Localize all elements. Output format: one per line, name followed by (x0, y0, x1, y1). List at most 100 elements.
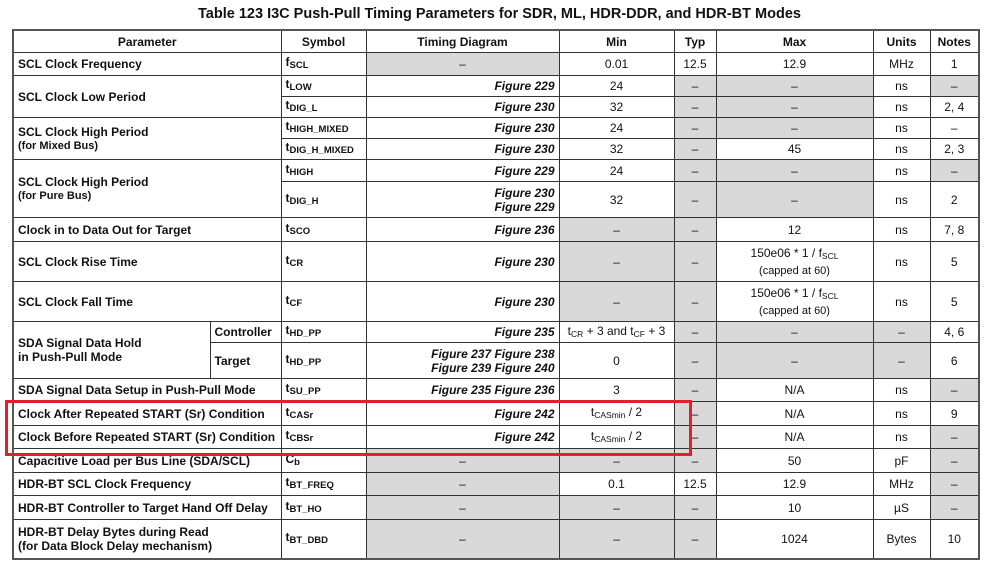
max-cell: – (715, 96, 874, 118)
symbol-base: t (285, 404, 290, 419)
symbol-cell: tCASr (280, 401, 367, 426)
symbol-cell: tSU_PP (280, 378, 367, 402)
timing-cell: Figure 237 Figure 238 Figure 239 Figure 2… (365, 342, 560, 379)
units-cell: ns (872, 138, 931, 160)
cell-text: 150e06 * 1 / f (750, 245, 822, 260)
symbol-subscript: CF (289, 297, 303, 309)
typ-cell: – (673, 96, 717, 118)
parameter-cell: Clock After Repeated START (Sr) Conditio… (12, 401, 282, 426)
notes-cell: – (929, 472, 980, 496)
note-text: (capped at 60) (759, 264, 830, 277)
units-cell: pF (872, 448, 931, 473)
typ-cell: – (673, 425, 717, 449)
subscript: SCL (821, 290, 839, 301)
notes-cell: 4, 6 (929, 321, 980, 343)
role-cell: Controller (209, 321, 282, 343)
symbol-base: f (285, 55, 290, 69)
parameter-name: Clock After Repeated START (Sr) Conditio… (18, 406, 265, 421)
symbol-base: t (285, 475, 290, 489)
parameter-cell: Clock Before Repeated START (Sr) Conditi… (12, 425, 282, 449)
symbol-cell: tDIG_H_MIXED (280, 138, 367, 160)
note-text: (capped at 60) (759, 304, 830, 317)
units-cell: MHz (872, 52, 931, 76)
units-cell: ns (872, 96, 931, 118)
cell-text: Figure 229 (494, 199, 555, 214)
symbol-subscript: CR (289, 257, 304, 269)
typ-cell: – (673, 138, 717, 160)
table-row: Clock in to Data Out for Target tSCO Figur… (12, 217, 980, 242)
max-cell: – (715, 117, 874, 139)
notes-cell: 1 (929, 52, 980, 76)
notes-cell: – (929, 117, 980, 139)
symbol-base: t (285, 351, 290, 366)
min-cell: – (558, 519, 675, 559)
notes-cell: – (929, 159, 980, 182)
parameter-name: SCL Clock Rise Time (18, 254, 138, 269)
timing-cell: Figure 229 (365, 75, 560, 97)
min-cell: tCR + 3 and tCF + 3 (558, 321, 675, 343)
parameter-name: SCL Clock Fall Time (18, 294, 133, 309)
units-cell: ns (872, 181, 931, 218)
min-cell: – (558, 448, 675, 473)
table-row: SCL Clock High Period (for Pure Bus) tHIGH… (12, 159, 980, 218)
symbol-base: t (285, 498, 290, 513)
cell-text: + 3 (644, 323, 666, 338)
cell-text: 150e06 * 1 / f (750, 285, 822, 300)
parameter-name: HDR-BT SCL Clock Frequency (18, 477, 192, 491)
min-cell: 0.01 (558, 52, 675, 76)
symbol-subscript: HIGH (289, 166, 314, 178)
parameter-cell: SCL Clock High Period (for Mixed Bus) (12, 117, 282, 160)
symbol-cell: tSCO (280, 217, 367, 242)
parameter-name: SDA Signal Data Hold (18, 336, 142, 350)
parameter-cell: SCL Clock Rise Time (12, 241, 282, 282)
notes-cell: – (929, 448, 980, 473)
table-row: SDA Signal Data Hold in Push-Pull Mode Con… (12, 321, 980, 379)
min-cell: 3 (558, 378, 675, 402)
symbol-cell: tBT_FREQ (280, 472, 367, 496)
min-cell: 24 (558, 117, 675, 139)
timing-cell: Figure 242 (365, 425, 560, 449)
parameter-name-line2: in Push-Pull Mode (18, 350, 122, 364)
subscript: CASmin (594, 433, 626, 444)
symbol-base: t (285, 252, 290, 267)
subscript: CR (570, 328, 584, 339)
symbol-cell: tDIG_H (280, 181, 367, 218)
parameter-cell: SCL Clock Fall Time (12, 281, 282, 322)
table-row: SCL Clock Frequency fSCL –0.01 12.5 12.9 MHz 1 (12, 52, 980, 76)
typ-cell: – (673, 448, 717, 473)
typ-cell: – (673, 342, 717, 379)
cell-text: t (590, 405, 595, 419)
timing-cell: – (365, 472, 560, 496)
symbol-cell: tDIG_L (280, 96, 367, 118)
parameter-name: SDA Signal Data Setup in Push-Pull Mode (18, 383, 256, 397)
notes-cell: – (929, 378, 980, 402)
parameter-name: HDR-BT Controller to Target Hand Off Del… (18, 500, 268, 515)
parameter-cell: SCL Clock High Period (for Pure Bus) (12, 159, 282, 218)
symbol-base: C (285, 451, 295, 466)
symbol-base: t (285, 428, 290, 442)
symbol-cell: fSCL (280, 52, 367, 76)
timing-cell: Figure 242 (365, 401, 560, 426)
symbol-subscript: SCL (289, 60, 309, 71)
parameter-cell: HDR-BT SCL Clock Frequency (12, 472, 282, 496)
symbol-base: t (285, 220, 290, 235)
symbol-cell: tBT_DBD (280, 519, 367, 559)
typ-cell: – (673, 321, 717, 343)
max-cell: 12.9 (715, 472, 874, 496)
header-typ: Typ (673, 29, 717, 53)
header-timing-diagram: Timing Diagram (365, 29, 560, 53)
max-cell: – (715, 181, 874, 218)
timing-cell: – (365, 495, 560, 520)
table-row: HDR-BT Controller to Target Hand Off Del… (12, 495, 980, 520)
max-cell: N/A (715, 401, 874, 426)
symbol-cell: tHIGH_MIXED (280, 117, 367, 139)
min-cell: 32 (558, 138, 675, 160)
max-cell: – (715, 342, 874, 379)
symbol-subscript: b (294, 456, 300, 468)
symbol-cell: tHD_PP (280, 342, 367, 379)
symbol-subscript: BT_DBD (289, 534, 329, 546)
max-cell: 150e06 * 1 / fSCL (capped at 60) (715, 281, 874, 322)
cell-text: / 2 (625, 428, 643, 443)
parameter-note: (for Mixed Bus) (18, 139, 99, 152)
min-cell: 32 (558, 181, 675, 218)
